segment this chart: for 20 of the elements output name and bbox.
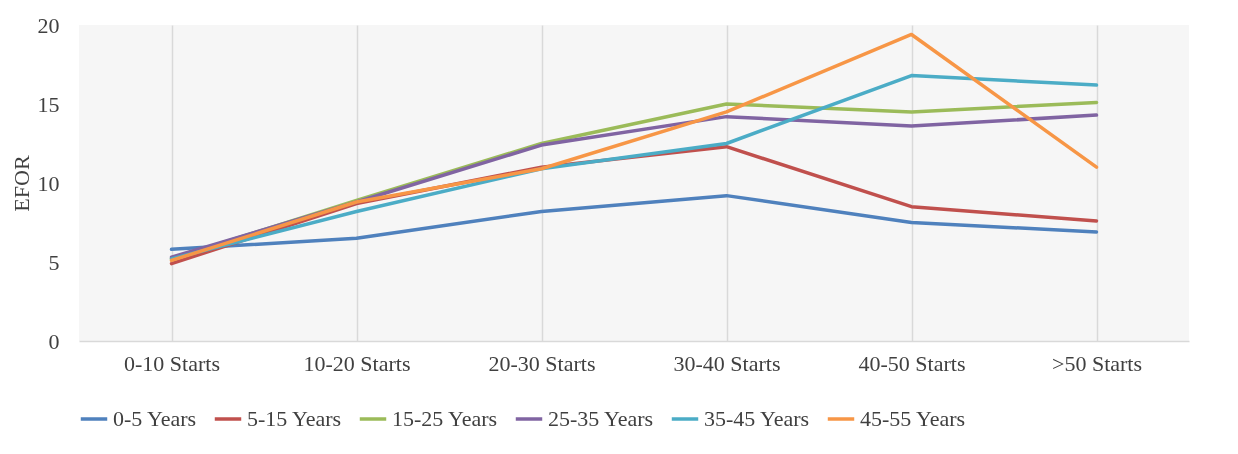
line-series	[169, 32, 1099, 263]
x-tick-label: 30-40 Starts	[673, 350, 781, 376]
y-tick-label: 10	[37, 170, 60, 196]
y-tick-label: 0	[48, 328, 60, 354]
y-tick-label: 5	[48, 249, 60, 275]
legend-label: 15-25 Years	[392, 406, 498, 431]
x-tick-label: 20-30 Starts	[488, 350, 596, 376]
legend-label: 5-15 Years	[247, 406, 342, 431]
line-series	[169, 193, 1099, 252]
legend-label: 0-5 Years	[113, 406, 197, 431]
legend-label: 45-55 Years	[860, 406, 966, 431]
y-axis-title: EFOR	[8, 155, 34, 212]
y-tick-label: 15	[37, 91, 60, 117]
legend-label: 25-35 Years	[548, 406, 654, 431]
y-tick-label: 20	[37, 12, 60, 38]
x-tick-label: 10-20 Starts	[303, 350, 411, 376]
x-tick-label: 40-50 Starts	[858, 350, 966, 376]
x-tick-label: >50 Starts	[1051, 350, 1143, 376]
x-tick-label: 0-10 Starts	[124, 350, 220, 376]
legend-label: 35-45 Years	[704, 406, 810, 431]
